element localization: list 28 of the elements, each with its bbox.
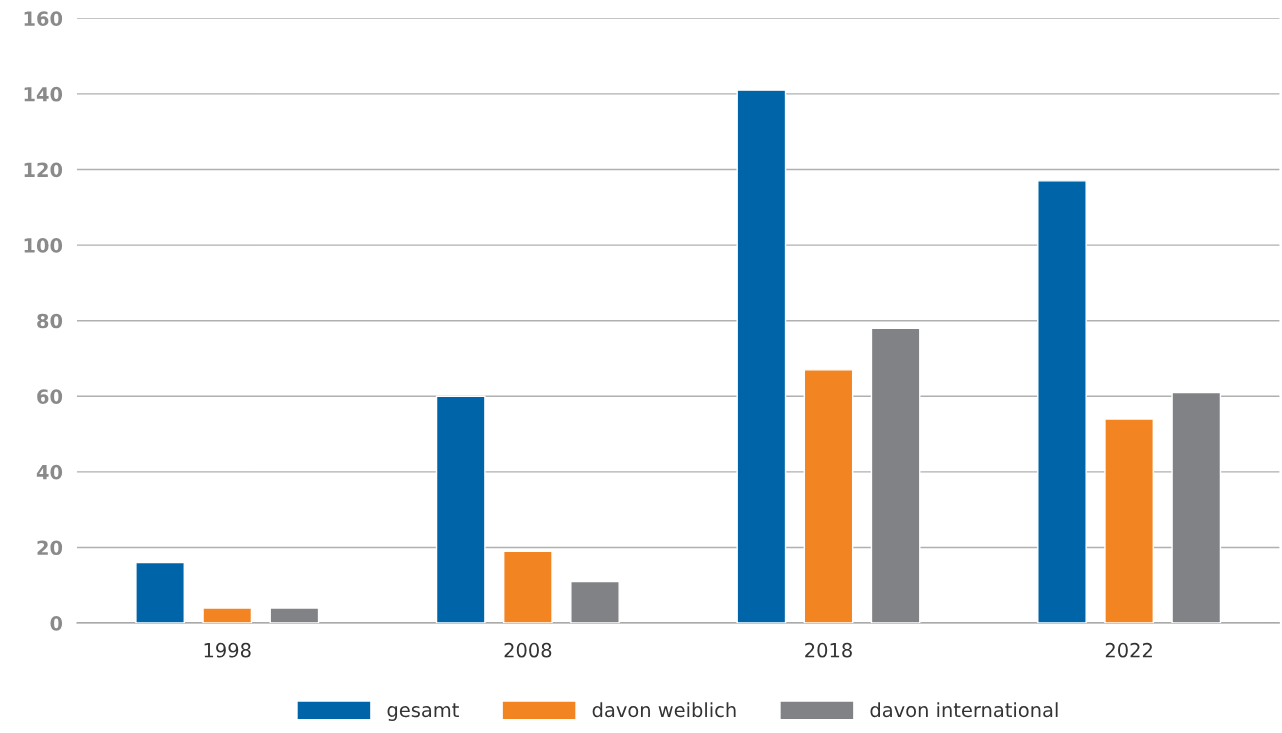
y-tick-label: 80 xyxy=(37,313,63,329)
bar xyxy=(1171,391,1222,624)
y-tick-label: 20 xyxy=(37,540,63,556)
x-tick-label: 1998 xyxy=(204,642,251,658)
x-tick-label: 2008 xyxy=(504,642,552,658)
y-tick-label: 120 xyxy=(24,162,63,178)
y-tick-label: 100 xyxy=(24,238,63,253)
y-tick-label: 60 xyxy=(37,389,63,404)
bar xyxy=(803,369,854,624)
y-tick-label: 160 xyxy=(24,11,63,26)
bar xyxy=(135,561,185,624)
y-tick-label: 140 xyxy=(24,86,63,102)
x-tick-label: 2022 xyxy=(1105,642,1152,658)
bar xyxy=(870,327,921,624)
bar xyxy=(435,395,486,624)
legend-label: davon weiblich xyxy=(592,702,736,718)
bar xyxy=(202,607,253,624)
bar xyxy=(736,89,787,624)
bar xyxy=(1037,180,1087,624)
bar xyxy=(269,607,320,624)
legend-label: gesamt xyxy=(387,703,459,722)
bar xyxy=(1104,418,1154,624)
x-tick-label: 2018 xyxy=(805,642,852,658)
bar xyxy=(570,580,620,624)
y-tick-label: 0 xyxy=(50,616,63,631)
legend-label: davon international xyxy=(870,702,1058,718)
y-tick-label: 40 xyxy=(36,464,63,480)
bar xyxy=(502,550,553,624)
